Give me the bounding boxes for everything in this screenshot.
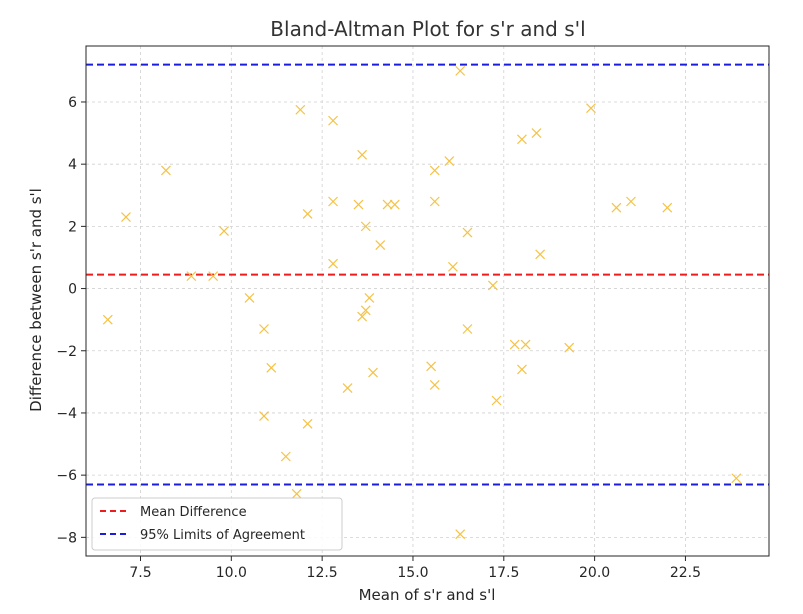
y-tick-label: 6 bbox=[68, 95, 77, 111]
data-point bbox=[342, 383, 353, 393]
data-point bbox=[382, 199, 393, 210]
data-point bbox=[448, 261, 458, 272]
x-tick-label: 7.5 bbox=[129, 565, 151, 581]
data-point bbox=[186, 271, 197, 282]
data-point bbox=[626, 196, 636, 207]
data-point bbox=[564, 342, 575, 353]
data-point bbox=[487, 280, 498, 291]
data-point bbox=[364, 292, 375, 303]
data-point bbox=[662, 202, 673, 213]
data-point bbox=[219, 226, 229, 236]
x-tick-label: 22.5 bbox=[670, 565, 701, 581]
y-tick-label: −6 bbox=[56, 468, 77, 484]
data-point bbox=[244, 292, 255, 303]
data-point bbox=[295, 104, 306, 115]
data-point bbox=[302, 209, 313, 219]
data-point bbox=[586, 103, 596, 114]
y-tick-label: −2 bbox=[56, 344, 77, 360]
data-point bbox=[520, 339, 531, 350]
data-point bbox=[462, 227, 473, 238]
y-tick-label: 0 bbox=[68, 282, 77, 298]
data-point bbox=[517, 134, 527, 145]
data-point bbox=[531, 128, 542, 138]
data-point bbox=[429, 196, 440, 207]
data-point bbox=[161, 165, 171, 176]
y-tick-label: 4 bbox=[68, 157, 77, 173]
data-point bbox=[535, 249, 546, 260]
data-point bbox=[455, 65, 466, 76]
data-point bbox=[266, 362, 277, 373]
y-axis-ticks: −8 −6 −4 −2 0 2 4 6 bbox=[56, 95, 86, 546]
data-point bbox=[462, 324, 473, 334]
data-points bbox=[102, 65, 742, 540]
data-point bbox=[102, 314, 113, 325]
data-point bbox=[731, 473, 742, 484]
x-tick-label: 12.5 bbox=[307, 565, 338, 581]
data-point bbox=[328, 196, 338, 207]
x-tick-label: 15.0 bbox=[397, 565, 428, 581]
x-axis-label: Mean of s'r and s'l bbox=[359, 586, 496, 604]
data-point bbox=[426, 361, 437, 372]
data-point bbox=[357, 149, 368, 160]
legend-box bbox=[91, 497, 343, 551]
data-point bbox=[208, 271, 219, 282]
data-point bbox=[121, 212, 131, 222]
y-axis-label: Difference between s'r and s'l bbox=[27, 188, 45, 412]
data-point bbox=[360, 221, 371, 232]
data-point bbox=[357, 311, 368, 322]
data-point bbox=[368, 367, 378, 378]
data-point bbox=[429, 380, 440, 390]
data-point bbox=[444, 156, 455, 166]
x-tick-label: 20.0 bbox=[579, 565, 610, 581]
data-point bbox=[259, 411, 269, 421]
x-axis-ticks: 7.5 10.0 12.5 15.0 17.5 20.0 22.5 bbox=[129, 556, 701, 581]
data-point bbox=[455, 529, 466, 540]
y-tick-label: 2 bbox=[68, 219, 77, 235]
data-point bbox=[611, 202, 622, 213]
data-point bbox=[328, 115, 338, 126]
grid-lines bbox=[86, 46, 769, 556]
legend: Mean Difference 95% Limits of Agreement bbox=[91, 497, 343, 551]
data-point bbox=[491, 395, 502, 406]
data-point bbox=[328, 258, 338, 269]
data-point bbox=[509, 339, 520, 350]
data-point bbox=[375, 240, 386, 250]
legend-label-limits: 95% Limits of Agreement bbox=[140, 528, 305, 543]
data-point bbox=[302, 418, 313, 429]
y-tick-label: −4 bbox=[56, 406, 77, 422]
reference-lines bbox=[86, 63, 769, 486]
data-point bbox=[280, 451, 291, 462]
plot-frame bbox=[85, 45, 770, 557]
legend-label-mean: Mean Difference bbox=[140, 505, 247, 520]
chart-title: Bland-Altman Plot for s'r and s'l bbox=[270, 17, 585, 41]
data-point bbox=[429, 165, 440, 176]
data-point bbox=[259, 324, 269, 334]
data-point bbox=[353, 199, 364, 210]
data-point bbox=[291, 488, 302, 499]
data-point bbox=[389, 199, 400, 210]
y-tick-label: −8 bbox=[56, 530, 77, 546]
data-point bbox=[360, 305, 371, 316]
x-tick-label: 10.0 bbox=[216, 565, 247, 581]
data-point bbox=[517, 364, 527, 375]
x-tick-label: 17.5 bbox=[488, 565, 519, 581]
